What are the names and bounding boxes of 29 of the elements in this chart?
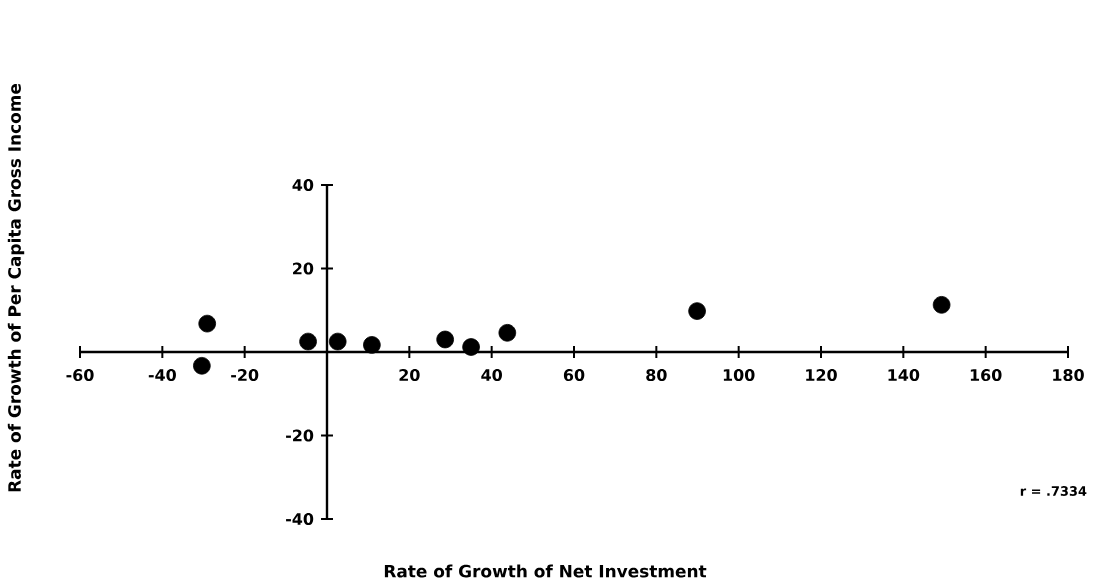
x-tick-label: 80 [646, 369, 667, 382]
point [193, 356, 211, 375]
x-tick-label: 160 [970, 369, 1002, 382]
y-axis-title: Rate of Growth of Per Capita Gross Income [7, 83, 25, 492]
point [436, 330, 454, 349]
x-tick-label: 140 [888, 369, 920, 382]
point [462, 338, 480, 356]
x-tick-label: 20 [399, 369, 420, 382]
x-tick-label: 180 [1053, 369, 1084, 382]
y-tick-label: -20 [286, 429, 314, 442]
x-tick-label: 100 [723, 369, 755, 382]
point [198, 314, 217, 333]
point [932, 296, 951, 314]
x-tick-label: 60 [563, 369, 585, 382]
point [299, 332, 317, 351]
y-tick-label: -40 [286, 512, 314, 526]
x-tick-label: -40 [148, 369, 176, 382]
x-tick-label: -60 [66, 369, 94, 382]
point [363, 336, 381, 354]
point [498, 324, 517, 342]
point [328, 332, 347, 351]
x-axis-title: Rate of Growth of Net Investment [384, 564, 707, 578]
annotation: r = .7334 [1020, 486, 1087, 496]
x-tick-label: 120 [806, 369, 837, 382]
point [688, 302, 706, 320]
y-tick-label: 20 [293, 262, 314, 275]
x-tick-label: 40 [481, 369, 502, 382]
x-tick-label: -20 [231, 369, 259, 382]
y-tick-label: 40 [292, 178, 314, 192]
